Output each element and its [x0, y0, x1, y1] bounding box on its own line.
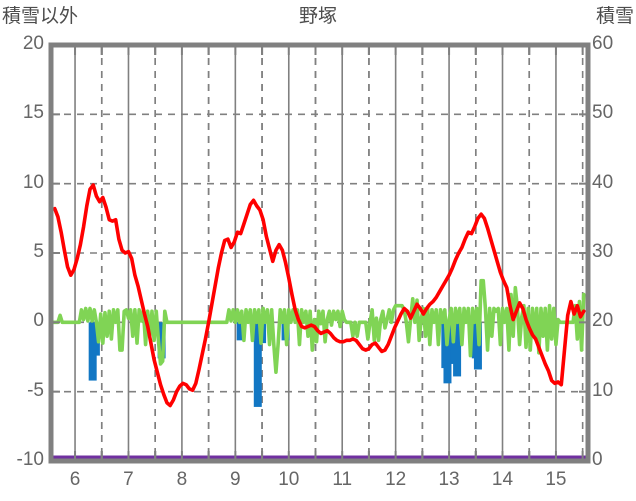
- y-axis-tick-label: 10: [22, 171, 44, 193]
- x-axis-tick-label: 14: [491, 469, 514, 490]
- precipitation-bar: [91, 322, 100, 356]
- x-axis-tick-label: 12: [385, 469, 407, 490]
- y2-axis-tick-label: 40: [592, 171, 614, 193]
- y2-axis-tick-label: 0: [592, 449, 603, 470]
- y-axis-tick-label: -10: [16, 449, 44, 470]
- precipitation-bar: [253, 322, 262, 407]
- x-axis-tick-label: 11: [332, 469, 353, 490]
- x-axis-tick-label: 9: [230, 469, 241, 490]
- y-axis-tick-label: 15: [22, 102, 44, 124]
- x-axis-tick-label: 10: [278, 469, 300, 490]
- page-title: 野塚: [298, 6, 337, 27]
- precipitation-bar: [443, 322, 452, 384]
- y-axis-tick-label: 20: [22, 33, 44, 54]
- precipitation-bar: [157, 322, 166, 359]
- x-axis-tick-label: 13: [438, 469, 460, 490]
- x-axis-tick-label: 8: [176, 469, 188, 490]
- x-axis-tick-label: 15: [545, 469, 567, 490]
- x-axis-tick-label: 7: [123, 469, 134, 490]
- series-line-temperature: [52, 183, 586, 408]
- left-axis-title: 積雪以外: [2, 6, 79, 27]
- x-axis-tick-label: 6: [69, 469, 81, 490]
- series-line-wind: [51, 278, 586, 375]
- y-axis-tick-label: 5: [33, 241, 44, 262]
- y2-axis-tick-label: 10: [592, 379, 614, 401]
- y2-axis-tick-label: 50: [592, 102, 614, 124]
- y2-axis-tick-label: 30: [592, 241, 614, 262]
- y-axis-tick-label: 0: [33, 310, 44, 332]
- precipitation-bar: [453, 322, 462, 377]
- precipitation-bar: [236, 322, 245, 341]
- y2-axis-tick-label: 60: [592, 33, 614, 54]
- right-axis-title: 積雪: [595, 6, 634, 27]
- y2-axis-tick-label: 20: [592, 310, 614, 332]
- y-axis-tick-label: -5: [27, 379, 44, 401]
